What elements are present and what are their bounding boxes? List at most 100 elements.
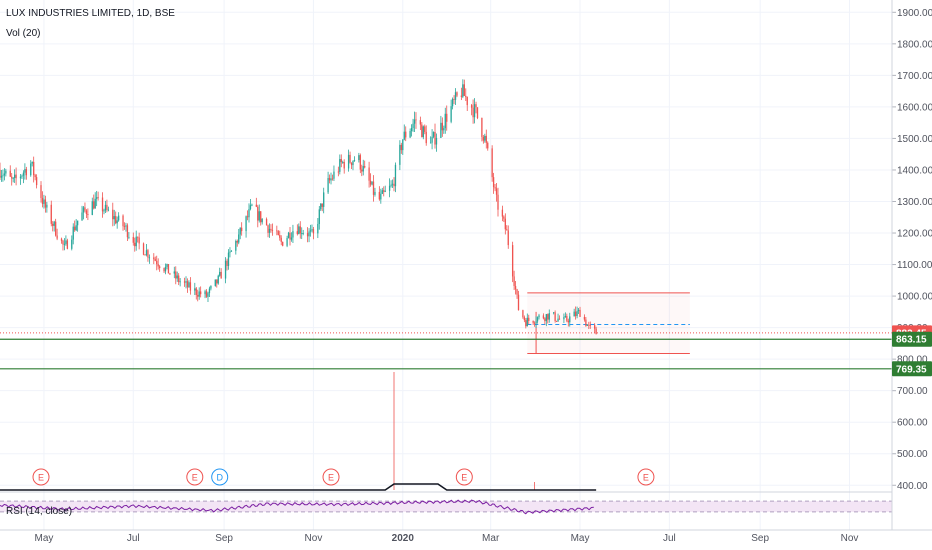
rsi-band <box>0 501 892 512</box>
candle <box>318 206 320 230</box>
candle <box>523 315 526 323</box>
event-marker-earnings[interactable]: E <box>32 468 50 486</box>
x-tick-label: May <box>34 533 53 544</box>
candle <box>113 209 115 226</box>
y-tick-label: 1500.00 <box>897 134 932 145</box>
candle <box>547 313 549 324</box>
event-marker-earnings[interactable]: E <box>455 468 473 486</box>
price-badge-label: 769.35 <box>896 364 927 375</box>
x-tick-label: Jul <box>663 533 676 544</box>
y-tick-label: 600.00 <box>897 418 928 429</box>
candle <box>484 133 486 143</box>
candle <box>594 323 596 334</box>
candle <box>454 88 457 105</box>
candle <box>72 223 74 245</box>
y-tick-label: 700.00 <box>897 386 928 397</box>
candle <box>169 272 171 275</box>
candle <box>44 195 47 213</box>
candle <box>115 211 117 225</box>
event-marker-earnings[interactable]: E <box>322 468 340 486</box>
candle <box>431 129 433 150</box>
candle <box>208 286 211 298</box>
candle <box>393 177 395 192</box>
candle <box>554 310 556 323</box>
candle <box>419 116 422 131</box>
candle <box>268 223 271 238</box>
candle <box>163 267 165 273</box>
candle <box>347 149 350 172</box>
candle <box>342 160 344 164</box>
candle <box>415 112 417 129</box>
candle <box>224 257 227 284</box>
candle <box>296 224 298 236</box>
candle <box>301 227 303 240</box>
candle <box>173 266 175 279</box>
volume-ma-line <box>0 483 597 491</box>
candle <box>558 315 561 320</box>
candle <box>333 165 335 182</box>
candle <box>327 171 329 195</box>
candle <box>279 230 281 241</box>
event-marker-dividend[interactable]: D <box>211 468 229 486</box>
candle <box>358 152 360 163</box>
candle <box>255 197 257 208</box>
candle <box>576 306 578 319</box>
candle <box>353 156 356 162</box>
candle <box>585 316 587 327</box>
candle <box>349 151 351 164</box>
candle <box>501 205 504 222</box>
candle <box>104 200 107 214</box>
candle <box>506 225 508 231</box>
rsi-legend[interactable]: RSI (14, close) <box>6 506 72 517</box>
y-tick-label: 500.00 <box>897 449 928 460</box>
candle <box>487 141 489 151</box>
candle <box>238 228 240 245</box>
y-tick-label: 400.00 <box>897 481 928 492</box>
candle <box>198 287 200 300</box>
candle <box>309 224 312 237</box>
event-circle <box>32 468 50 486</box>
candle <box>33 156 35 183</box>
candle <box>299 221 301 239</box>
candle <box>205 289 208 298</box>
candle <box>589 321 591 329</box>
candle <box>216 279 218 288</box>
candle <box>412 118 414 132</box>
candle <box>194 282 196 296</box>
x-tick-label: May <box>571 533 590 544</box>
event-circle <box>211 468 229 486</box>
candle <box>383 186 385 197</box>
candle <box>156 255 158 271</box>
event-marker-earnings[interactable]: E <box>637 468 655 486</box>
candle <box>538 313 540 320</box>
y-tick-label: 1700.00 <box>897 71 932 82</box>
candle <box>460 87 463 101</box>
candle <box>573 308 575 317</box>
candle <box>473 98 476 124</box>
candle <box>374 187 376 197</box>
x-tick-label: Nov <box>841 533 859 544</box>
candle <box>323 187 325 214</box>
candle <box>123 222 126 230</box>
candle <box>456 91 458 98</box>
candle <box>511 241 514 283</box>
volume-legend[interactable]: Vol (20) <box>6 28 40 39</box>
candle <box>516 288 518 299</box>
candle <box>574 306 577 320</box>
event-marker-earnings[interactable]: E <box>186 468 204 486</box>
candle <box>544 317 546 325</box>
symbol-title[interactable]: LUX INDUSTRIES LIMITED, 1D, BSE <box>6 8 175 19</box>
candle <box>320 203 322 212</box>
candle <box>555 320 558 323</box>
candle <box>106 199 108 213</box>
y-tick-label: 1800.00 <box>897 39 932 50</box>
candle <box>340 154 342 168</box>
candle <box>466 96 468 111</box>
candle <box>236 239 238 247</box>
price-badge-label: 863.15 <box>896 335 927 346</box>
